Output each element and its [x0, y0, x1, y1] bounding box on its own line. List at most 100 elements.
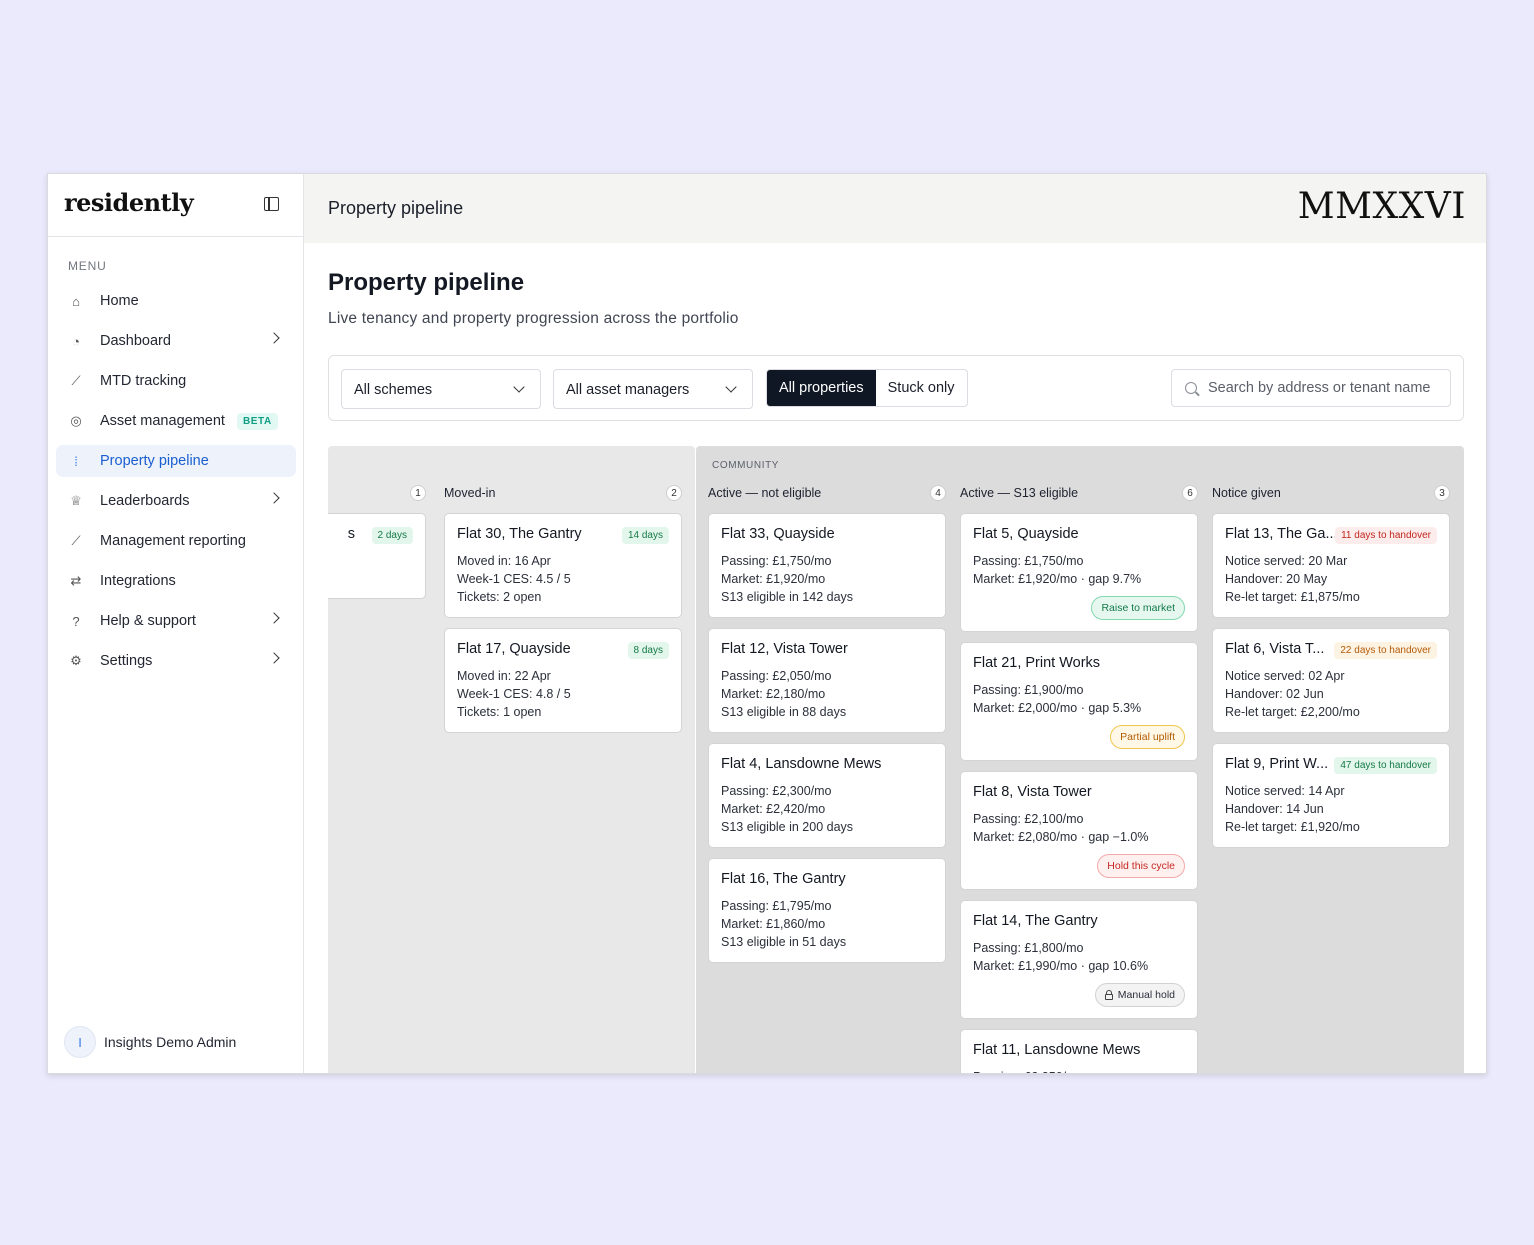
card-detail-line: S13 eligible in 88 days — [721, 705, 847, 719]
card-details: Passing: £1,750/mo Market: £1,920/mo S13 e… — [721, 552, 933, 606]
action-row: Manual hold — [973, 983, 1185, 1007]
recommendation-pill[interactable]: Manual hold — [1094, 983, 1185, 1007]
card-title: Flat 21, Print Works — [973, 655, 1101, 671]
sidebar-item-label: Home — [100, 293, 139, 309]
card-title: s — [347, 526, 355, 542]
pipeline-column: Moved-in 2 Flat 30, The Gantry 14 days Moved… — [444, 485, 682, 743]
property-card[interactable]: Flat 21, Print Works Passing: £1,900/mo Ma… — [960, 642, 1198, 761]
property-card[interactable]: Flat 8, Vista Tower Passing: £2,100/mo Mar… — [960, 771, 1198, 890]
card-detail-line: Market: £1,860/mo — [721, 917, 826, 931]
search-input[interactable]: Search by address or tenant name — [1171, 369, 1451, 407]
sidebar: residently MENU ⌂ Home ◔ Dashboard ⟋ MTD trac… — [48, 174, 304, 1073]
sidebar-item-label: Dashboard — [100, 333, 171, 349]
property-card[interactable]: Flat 14, The Gantry Passing: £1,800/mo Mar… — [960, 900, 1198, 1019]
status-badge: 11 days to handover — [1335, 527, 1437, 544]
property-card[interactable]: Flat 4, Lansdowne Mews Passing: £2,300/mo… — [708, 743, 946, 848]
chevron-right-icon — [268, 612, 280, 624]
sidebar-collapse-icon[interactable] — [264, 197, 279, 211]
chevron-down-icon — [725, 381, 737, 393]
user-profile[interactable]: I Insights Demo Admin — [64, 1026, 236, 1058]
card-detail-line: S13 eligible in 142 days — [721, 590, 854, 604]
card-detail-line: Passing: £2,250/mo — [973, 1068, 1185, 1073]
pipeline-icon: ⁞ — [74, 453, 78, 469]
property-card[interactable]: Flat 12, Vista Tower Passing: £2,050/mo Ma… — [708, 628, 946, 733]
asset-icon: ◎ — [70, 413, 82, 428]
card-detail-line: Notice served: 14 Apr — [1225, 784, 1345, 798]
property-card[interactable]: Flat 17, Quayside 8 days Moved in: 22 Apr W… — [444, 628, 682, 733]
card-detail-line: Re-let target: £2,200/mo — [1225, 705, 1360, 719]
sidebar-item-label: Asset management — [100, 413, 225, 429]
card-detail-line: S13 eligible in 200 days — [721, 820, 854, 834]
card-detail-line: Market: £1,990/mo · gap 10.6% — [973, 959, 1149, 973]
client-logo: MMXXVI — [1297, 186, 1466, 227]
all-properties-button[interactable]: All properties — [767, 370, 876, 406]
card-detail-line: Market: £2,420/mo — [721, 802, 826, 816]
column-count-badge: 6 — [1182, 485, 1198, 501]
column-title: Active — S13 eligible — [960, 486, 1079, 500]
property-card[interactable]: Flat 13, The Ga... 11 days to handover Not… — [1212, 513, 1450, 618]
card-detail-line: Market: £2,000/mo · gap 5.3% — [973, 701, 1142, 715]
property-card[interactable]: Flat 6, Vista T... 22 days to handover Not… — [1212, 628, 1450, 733]
sidebar-item-7[interactable]: ⟋ Management reporting — [56, 525, 296, 557]
sidebar-item-label: Settings — [100, 653, 153, 669]
status-badge: 2 days — [371, 527, 413, 544]
sidebar-item-9[interactable]: ? Help & support — [56, 605, 296, 637]
property-card[interactable]: Flat 11, Lansdowne Mews Passing: £2,250/m… — [960, 1029, 1198, 1073]
card-detail-line: Passing: £2,100/mo — [973, 812, 1084, 826]
property-card[interactable]: s 2 days — [328, 513, 426, 599]
column-header: Active — S13 eligible 6 — [960, 485, 1198, 502]
card-details: Passing: £2,250/mo — [973, 1068, 1185, 1073]
help-icon: ? — [72, 613, 80, 629]
card-detail-line: Market: £1,920/mo · gap 9.7% — [973, 572, 1142, 586]
property-card[interactable]: Flat 16, The Gantry Passing: £1,795/mo Mar… — [708, 858, 946, 963]
group-label: COMMUNITY — [712, 460, 780, 471]
filter-bar: All schemes All asset managers All prope… — [328, 355, 1464, 421]
column-count-badge: 3 — [1434, 485, 1450, 501]
status-badge: 47 days to handover — [1334, 757, 1437, 774]
asset-manager-select[interactable]: All asset managers — [553, 369, 753, 409]
property-card[interactable]: Flat 5, Quayside Passing: £1,750/mo Market… — [960, 513, 1198, 632]
card-details: Passing: £1,750/mo Market: £1,920/mo · ga… — [973, 552, 1185, 588]
brand-logo[interactable]: residently — [64, 188, 194, 217]
recommendation-pill[interactable]: Hold this cycle — [1097, 854, 1185, 878]
sidebar-item-5[interactable]: ⁞ Property pipeline — [56, 445, 296, 477]
sidebar-item-6[interactable]: ♕ Leaderboards — [56, 485, 296, 517]
card-detail-line: Notice served: 02 Apr — [1225, 669, 1345, 683]
column-title: Active — not eligible — [708, 486, 822, 500]
card-detail-line: Passing: £1,750/mo — [721, 554, 832, 568]
main-content: Property pipeline MMXXVI Property pipeli… — [304, 174, 1486, 1073]
card-title: Flat 16, The Gantry — [721, 871, 846, 887]
scheme-select[interactable]: All schemes — [341, 369, 541, 409]
property-card[interactable]: Flat 9, Print W... 47 days to handover Not… — [1212, 743, 1450, 848]
sidebar-item-1[interactable]: ⌂ Home — [56, 285, 296, 317]
property-card[interactable]: Flat 33, Quayside Passing: £1,750/mo Marke… — [708, 513, 946, 618]
stuck-only-button[interactable]: Stuck only — [887, 380, 955, 396]
card-details: Passing: £1,900/mo Market: £2,000/mo · ga… — [973, 681, 1185, 717]
card-detail-line: Tickets: 1 open — [457, 705, 542, 719]
recommendation-pill[interactable]: Partial uplift — [1110, 725, 1185, 749]
card-detail-line: Market: £2,080/mo · gap −1.0% — [973, 830, 1149, 844]
menu-label: MENU — [68, 259, 107, 273]
sidebar-item-4[interactable]: ◎ Asset management BETA — [56, 405, 296, 437]
sidebar-item-2[interactable]: ◔ Dashboard — [56, 325, 296, 357]
column-header: Active — not eligible 4 — [708, 485, 946, 502]
chevron-right-icon — [268, 492, 280, 504]
page-subtitle: Live tenancy and property progression ac… — [328, 310, 739, 327]
app-window: residently MENU ⌂ Home ◔ Dashboard ⟋ MTD trac… — [47, 173, 1487, 1074]
card-details: Passing: £2,050/mo Market: £2,180/mo S13 e… — [721, 667, 933, 721]
status-badge: 14 days — [621, 527, 669, 544]
gear-icon: ⚙ — [70, 653, 82, 668]
sidebar-item-8[interactable]: ⇄ Integrations — [56, 565, 296, 597]
action-row: Raise to market — [973, 596, 1185, 620]
card-detail-line: Re-let target: £1,875/mo — [1225, 590, 1360, 604]
recommendation-pill[interactable]: Raise to market — [1091, 596, 1185, 620]
sidebar-item-3[interactable]: ⟋ MTD tracking — [56, 365, 296, 397]
card-title: Flat 11, Lansdowne Mews — [973, 1042, 1141, 1058]
pill-label: Manual hold — [1117, 989, 1175, 1001]
pill-label: Raise to market — [1101, 602, 1175, 614]
property-card[interactable]: Flat 30, The Gantry 14 days Moved in: 16 A… — [444, 513, 682, 618]
card-title: Flat 5, Quayside — [973, 526, 1079, 542]
card-details: Moved in: 22 Apr Week-1 CES: 4.8 / 5 Ticke… — [457, 667, 669, 721]
status-badge: 8 days — [627, 642, 669, 659]
sidebar-item-10[interactable]: ⚙ Settings — [56, 645, 296, 677]
